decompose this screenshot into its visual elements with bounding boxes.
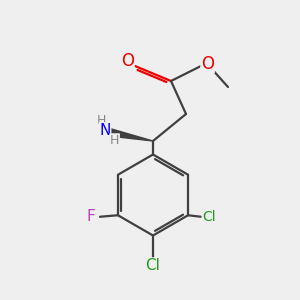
Text: F: F: [87, 209, 95, 224]
Text: N: N: [99, 123, 111, 138]
Text: H: H: [110, 134, 119, 147]
Polygon shape: [107, 128, 153, 141]
Text: Cl: Cl: [202, 210, 216, 224]
Text: H: H: [97, 114, 106, 127]
Text: Cl: Cl: [146, 258, 160, 273]
Text: O: O: [201, 55, 214, 73]
Text: O: O: [121, 52, 134, 70]
